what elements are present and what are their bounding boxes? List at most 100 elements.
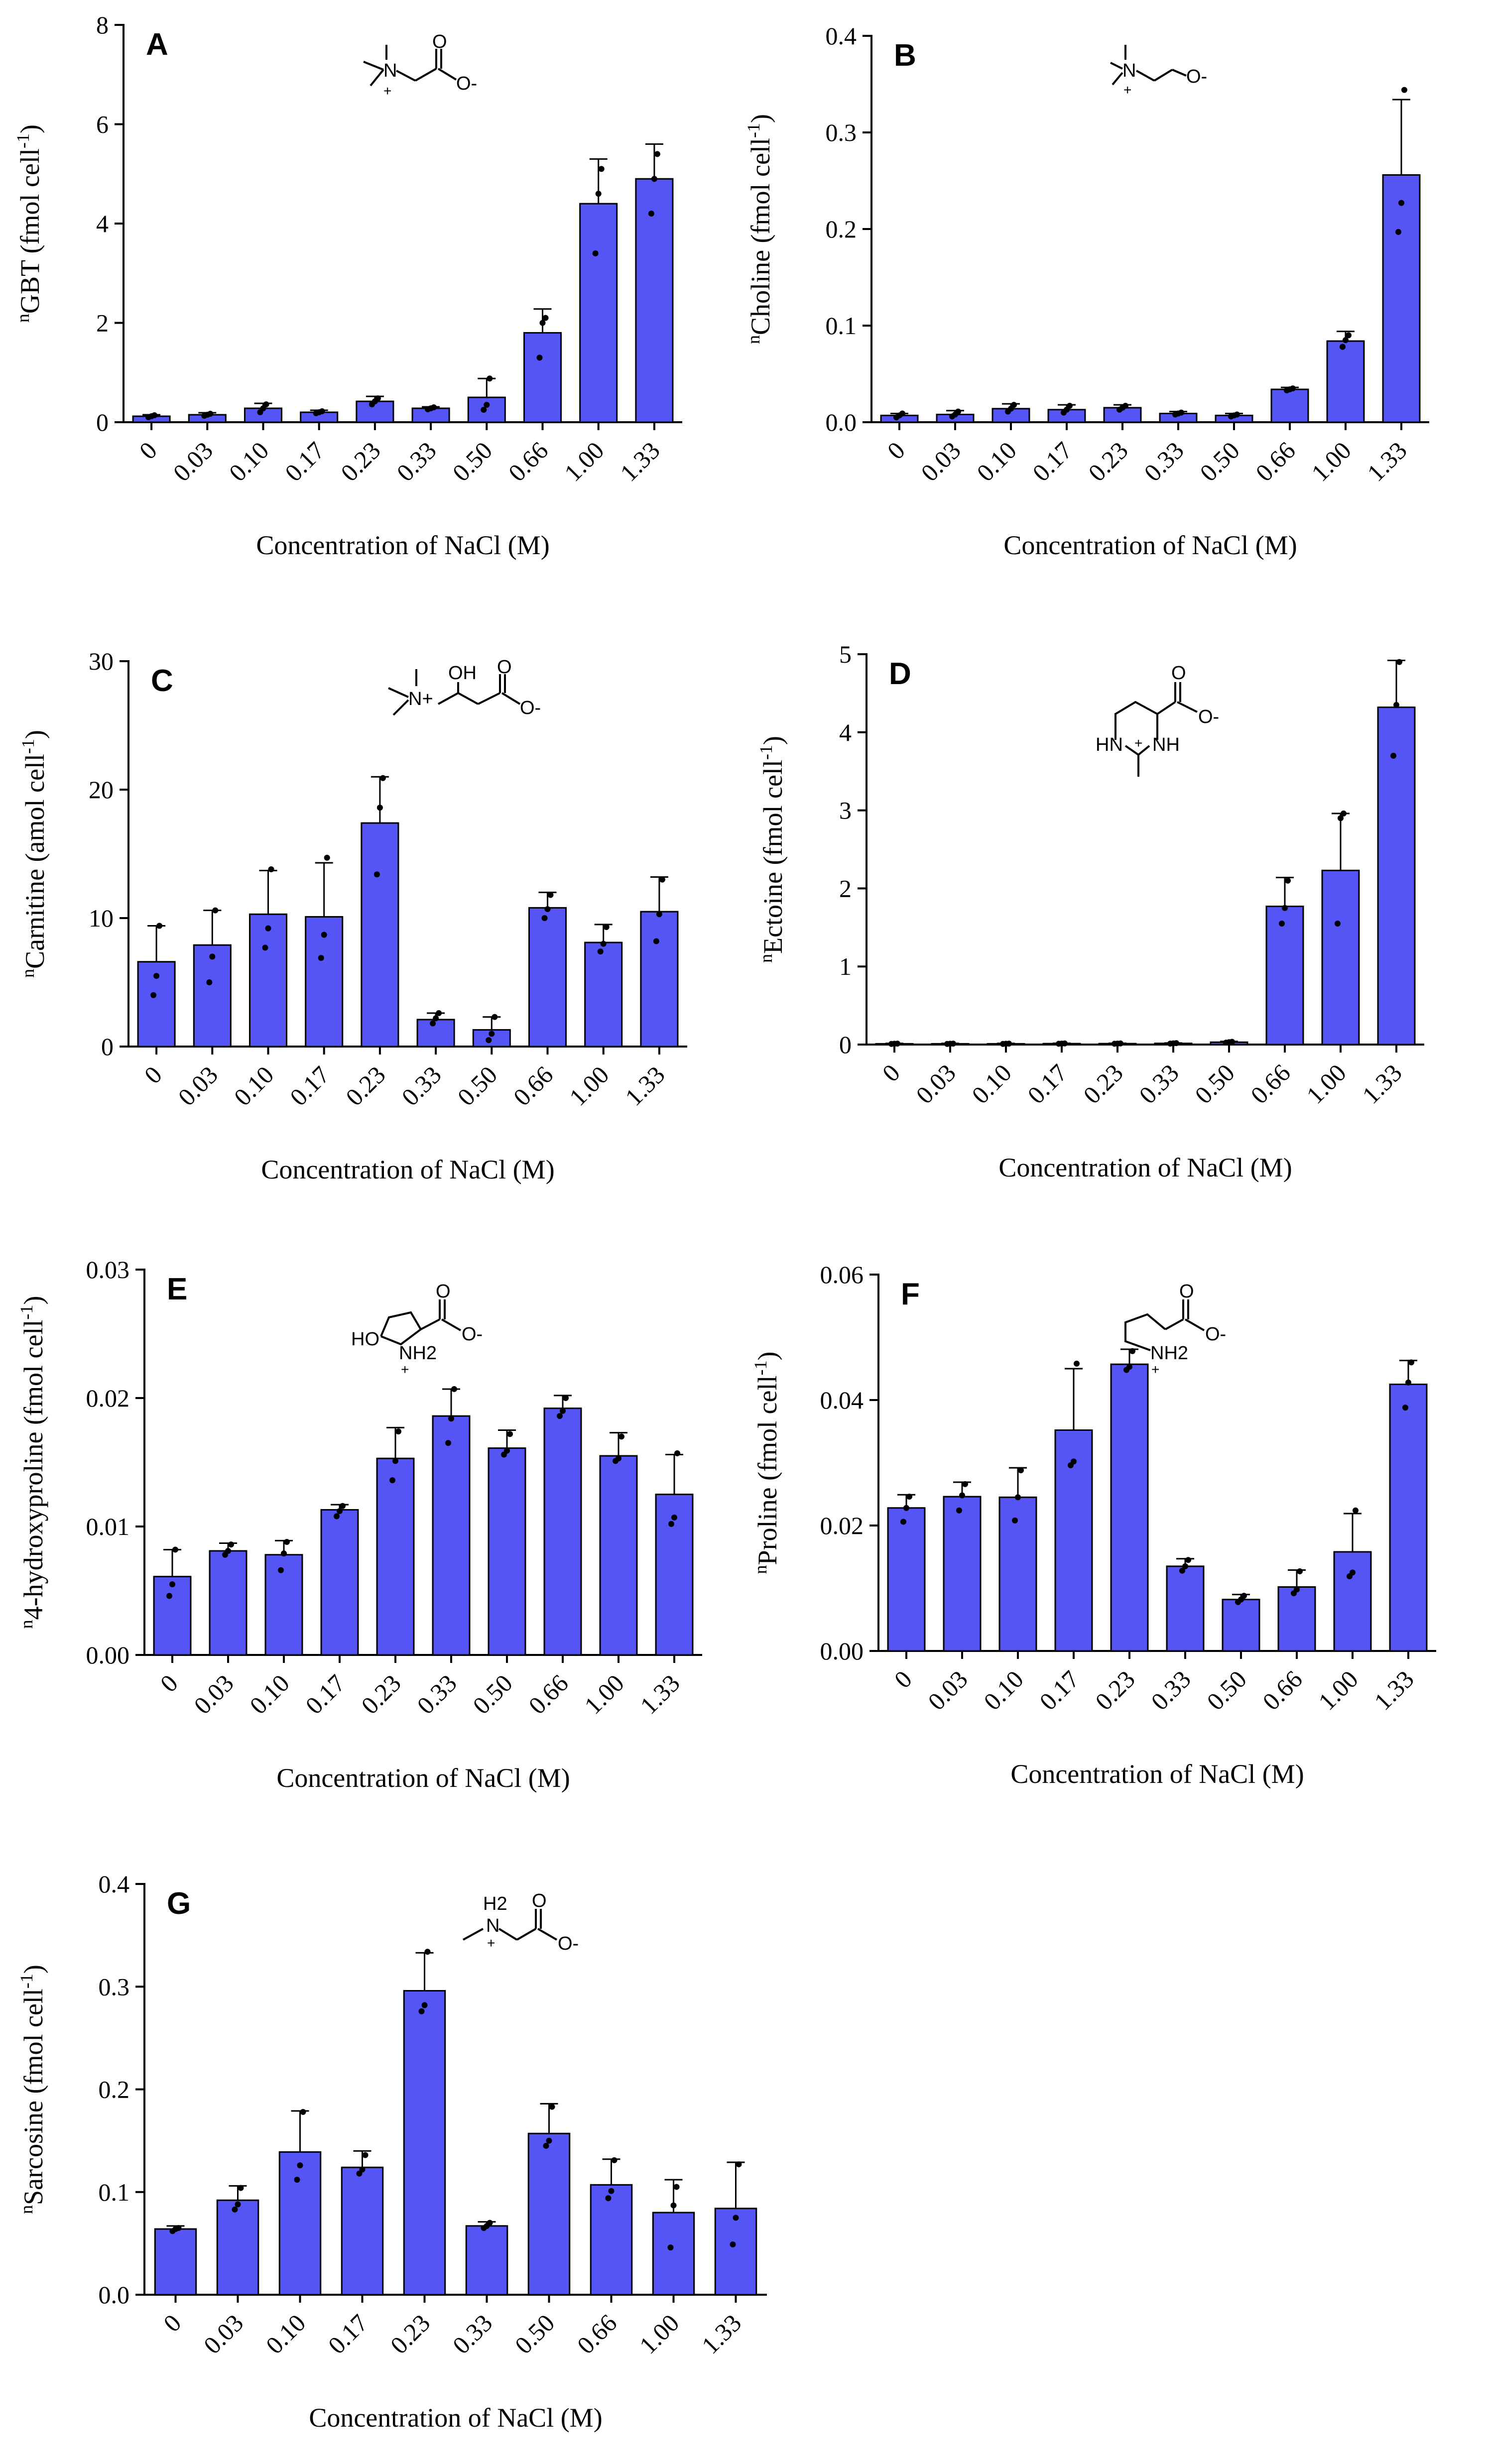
y-axis-title: nProline (fmol cell-1) [750, 1352, 782, 1574]
data-point [1071, 1458, 1077, 1465]
data-point [542, 315, 549, 321]
data-point [1340, 344, 1346, 350]
y-axis-title-main: Ectoine (fmol cell [758, 760, 788, 954]
x-tick-label: 0.66 [523, 1669, 573, 1719]
x-tick-label: 0.03 [168, 436, 218, 486]
x-tick-label: 0.50 [1201, 1665, 1251, 1715]
data-point [1012, 1517, 1018, 1524]
gbt-o-minus: O- [456, 73, 477, 94]
bar-c-8 [584, 941, 623, 1048]
x-tick-label: 0.33 [447, 2309, 497, 2359]
data-point [1285, 877, 1291, 884]
data-point [337, 1508, 343, 1515]
x-tick-label: 1.00 [634, 2309, 684, 2359]
data-point [598, 166, 605, 172]
data-point [169, 1581, 175, 1588]
y-axis-title: nCholine (fmol cell-1) [743, 114, 775, 344]
x-tick-label: 0.33 [1145, 1665, 1196, 1715]
x-axis-title: Concentration of NaCl (M) [998, 1153, 1292, 1182]
y-axis-title-main: Carnitine (amol cell [20, 754, 50, 969]
hydroxyproline-o-minus: O- [462, 1324, 483, 1345]
x-tick-label: 0.66 [503, 436, 553, 486]
y-axis-title-prefix: n [743, 335, 763, 344]
sarcosine-o-minus: O- [558, 1933, 579, 1954]
y-axis-title: nEctoine (fmol cell-1) [756, 736, 788, 963]
data-point [603, 924, 610, 931]
y-axis-title-prefix: n [13, 314, 33, 323]
data-point [1393, 702, 1399, 708]
data-point [379, 775, 386, 781]
data-point [392, 1458, 398, 1464]
data-point [1179, 1567, 1185, 1574]
x-tick-label: 0.23 [385, 2309, 435, 2359]
y-axis-title: nSarcosine (fmol cell-1) [16, 1965, 48, 2214]
data-point [484, 402, 490, 408]
bar-f-2 [998, 1496, 1037, 1652]
proline-nh2: NH2 [1150, 1343, 1188, 1364]
bar-f-9 [1389, 1384, 1428, 1652]
gbt-n: N [383, 60, 397, 81]
x-tick-label: 0.10 [260, 2309, 311, 2359]
y-tick-label: 0.04 [820, 1386, 864, 1414]
ectoine-nh: NH [1152, 734, 1180, 755]
x-tick-label: 0 [889, 1665, 917, 1693]
data-point [648, 211, 654, 217]
bar-e-2 [264, 1554, 303, 1656]
y-tick-label: 0.0 [826, 408, 857, 436]
data-point [228, 1541, 234, 1548]
y-tick-label: 8 [96, 11, 109, 39]
data-point [487, 375, 493, 382]
data-point [206, 979, 213, 985]
data-point [504, 1447, 510, 1454]
ectoine-plus: + [1134, 735, 1142, 751]
bar-g-8 [652, 2212, 695, 2296]
bar-b-7 [1270, 388, 1309, 423]
data-point [903, 1505, 909, 1511]
x-tick-label: 0.17 [1027, 436, 1077, 486]
x-axis-title: Concentration of NaCl (M) [256, 530, 549, 560]
data-point [1279, 920, 1285, 927]
x-tick-label: 0.23 [340, 1060, 390, 1111]
x-tick-label: 1.33 [1368, 1665, 1419, 1715]
data-point [1241, 1593, 1247, 1599]
data-point [549, 2104, 555, 2110]
data-point [1185, 1557, 1191, 1563]
structure-hydroxyproline: HO NH2 + O O- [351, 1281, 483, 1377]
data-point [300, 2109, 306, 2115]
panel-letter-g: G [167, 1886, 191, 1921]
data-point [1074, 1360, 1080, 1367]
y-tick-label: 3 [839, 797, 852, 824]
y-tick-label: 0.1 [99, 2178, 130, 2206]
data-point [736, 2161, 742, 2168]
proline-o-minus: O- [1205, 1324, 1226, 1345]
data-point [340, 1503, 346, 1509]
data-point [324, 854, 330, 861]
data-point [334, 1513, 340, 1520]
data-point [592, 250, 599, 256]
x-axis-title: Concentration of NaCl (M) [261, 1155, 554, 1184]
bar-e-7 [543, 1408, 582, 1656]
data-point [359, 2166, 366, 2173]
proline-o: O [1179, 1281, 1194, 1302]
y-axis-title-main: 4-hydroxyproline (fmol cell [18, 1320, 48, 1620]
data-point [1353, 1507, 1359, 1514]
hydroxyproline-o: O [436, 1281, 451, 1302]
data-point [150, 992, 157, 998]
x-tick-label: 1.00 [579, 1669, 629, 1719]
sarcosine-o: O [532, 1890, 547, 1911]
data-point [900, 1519, 906, 1525]
data-point [595, 191, 602, 197]
panel-letter-c: C [151, 664, 173, 698]
data-point [730, 2241, 736, 2247]
data-point [376, 805, 383, 811]
structure-ectoine: HN NH + O O- [1096, 663, 1219, 777]
y-tick-label: 0.0 [99, 2281, 130, 2309]
data-point [1398, 200, 1404, 206]
data-point [546, 2137, 552, 2144]
bar-f-8 [1333, 1551, 1372, 1652]
x-tick-label: 0.03 [915, 436, 966, 486]
bar-f-1 [943, 1496, 982, 1652]
y-tick-label: 0 [96, 408, 109, 436]
data-point [172, 1546, 178, 1553]
y-tick-label: 0.2 [99, 2076, 130, 2104]
